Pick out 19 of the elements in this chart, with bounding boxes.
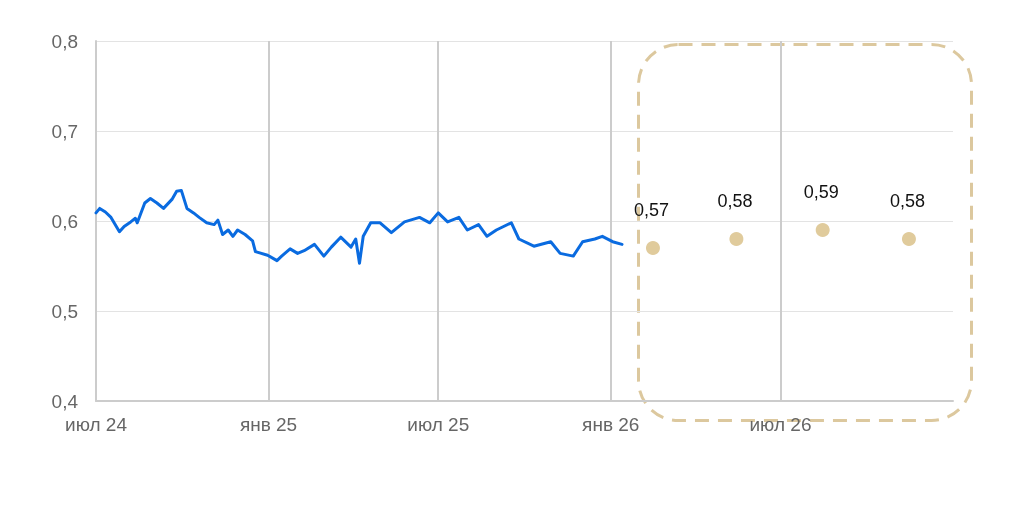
x-tick-label: июл 25: [407, 414, 470, 435]
data-label: 0,58: [889, 191, 925, 211]
y-tick-label: 0,6: [51, 210, 78, 232]
point: [901, 232, 916, 246]
point: [645, 241, 660, 255]
y-tick-label: 0,4: [51, 390, 79, 412]
x-tick-label: янв 26: [582, 414, 640, 435]
point: [729, 232, 744, 246]
x-tick-label: июл 24: [65, 414, 128, 435]
y-tick-label: 0,5: [51, 300, 78, 322]
data-label: 0,59: [803, 182, 839, 202]
y-tick-label: 0,7: [51, 120, 78, 142]
line-series: [94, 188, 624, 265]
data-label: 0,58: [717, 191, 753, 211]
x-tick-label: янв 25: [239, 414, 298, 435]
point: [815, 223, 830, 237]
y-tick-label: 0,8: [51, 30, 78, 52]
x-tick-label: июл 26: [749, 414, 812, 435]
data-label: 0,57: [633, 200, 669, 220]
